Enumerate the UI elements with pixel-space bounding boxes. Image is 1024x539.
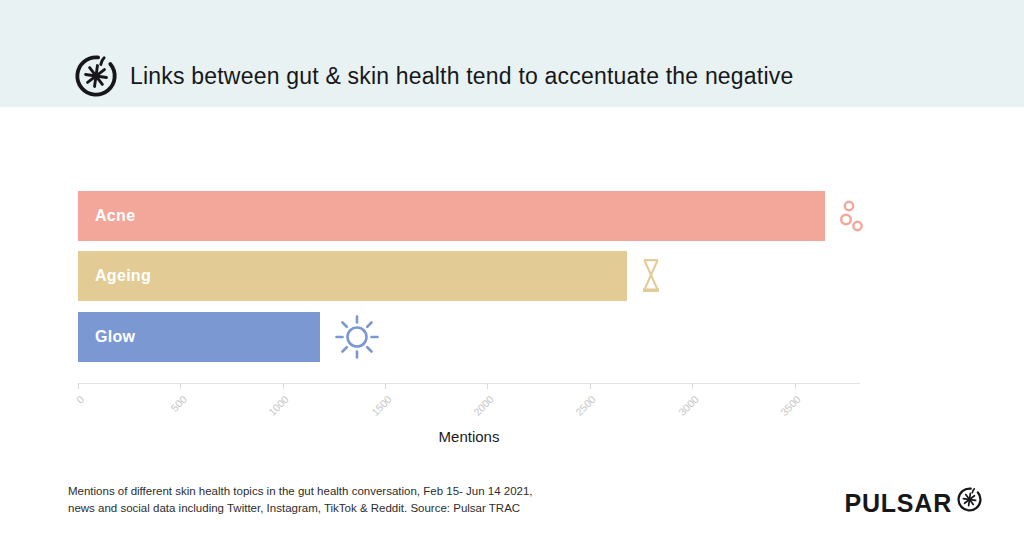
x-axis-tick [487,383,488,389]
source-caption: Mentions of different skin health topics… [68,483,533,516]
bar-label-glow: Glow [95,328,135,346]
bar-acne: Acne [78,191,825,241]
bar-label-acne: Acne [95,207,135,225]
hourglass-icon [641,258,661,294]
bar-glow: Glow [78,312,320,362]
pulsar-asterisk-logo-icon [73,53,119,99]
slide: Links between gut & skin health tend to … [0,0,1024,539]
x-axis-tick-label: 1000 [266,393,291,418]
x-axis-tick [795,383,796,389]
x-axis-tick-label: 3500 [778,393,803,418]
x-axis-tick-label: 500 [168,393,189,414]
bar-ageing: Ageing [78,251,627,301]
pulsar-asterisk-icon [956,486,983,513]
caption-line-1: Mentions of different skin health topics… [68,483,533,500]
x-axis-tick [385,383,386,389]
x-axis-tick-label: 3000 [676,393,701,418]
bubbles-icon [839,198,867,234]
x-axis-title: Mentions [78,428,860,445]
pulsar-wordmark: PULSAR [844,486,952,520]
x-axis-tick [692,383,693,389]
bar-label-ageing: Ageing [95,267,151,285]
bar-row-glow: Glow [78,312,380,362]
header-band: Links between gut & skin health tend to … [0,0,1024,107]
sun-icon [334,314,380,360]
x-axis-tick [180,383,181,389]
page-title: Links between gut & skin health tend to … [130,63,793,90]
x-axis: 0500100015002000250030003500 [78,383,860,384]
x-axis-tick [283,383,284,389]
x-axis-tick [78,383,79,389]
pulsar-brand: PULSAR [844,486,983,520]
x-axis-tick-label: 2500 [573,393,598,418]
caption-line-2: news and social data including Twitter, … [68,500,533,517]
bar-row-acne: Acne [78,191,867,241]
x-axis-tick-label: 0 [74,393,87,406]
x-axis-tick [590,383,591,389]
x-axis-tick-label: 2000 [471,393,496,418]
x-axis-tick-label: 1500 [369,393,394,418]
bar-row-ageing: Ageing [78,251,661,301]
